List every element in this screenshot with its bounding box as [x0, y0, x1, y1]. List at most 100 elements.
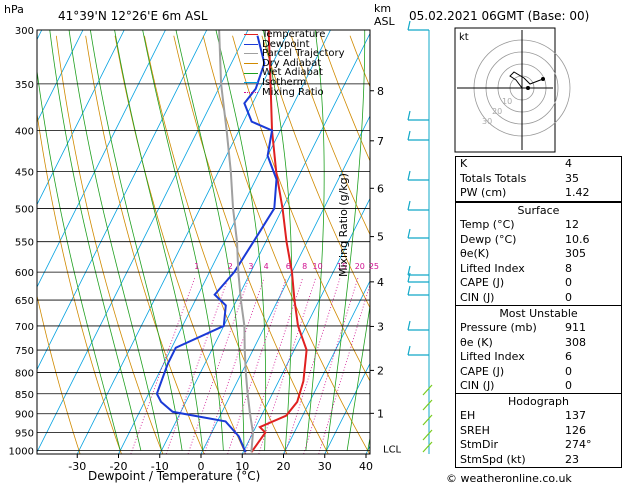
km-tick-label: 4	[377, 276, 384, 289]
mixing-ratio-label: 25	[369, 262, 379, 271]
wind-barb-flag	[407, 320, 411, 331]
legend-label: Isotherm	[262, 76, 307, 88]
hodo-sreh-row: SREH 126	[460, 423, 586, 437]
wind-barb-flag	[407, 345, 411, 356]
surface-panel: Surface Temp (°C) 12 Dewp (°C) 10.6 θe(K) 3…	[455, 202, 622, 307]
datetime-label: 05.02.2021 06GMT (Base: 00)	[409, 9, 590, 23]
wind-barb-flag	[407, 20, 411, 31]
dry-adiabat-line	[114, 35, 246, 454]
km-tick-label: 8	[377, 85, 384, 98]
mixing-ratio-line	[244, 277, 304, 454]
wind-barb-flag	[407, 265, 411, 276]
temperature-tick-label: 20	[277, 460, 291, 473]
wind-barb	[422, 384, 433, 396]
temperature-tick-label: -30	[68, 460, 86, 473]
mixing-ratio-line	[227, 277, 287, 454]
wind-barb-flag	[407, 200, 411, 211]
surface-li-row: Lifted Index 8	[460, 261, 572, 275]
index-row-pw: PW (cm) 1.42	[460, 186, 590, 200]
pressure-tick-label: 800	[15, 369, 34, 380]
hodograph-ring-label: 30	[482, 117, 492, 126]
mixing-ratio-label: 2	[228, 262, 233, 271]
index-row-totals: Totals Totals 35	[460, 171, 579, 185]
legend-label: Wet Adiabat	[262, 67, 323, 79]
legend-swatch	[244, 53, 258, 55]
mixing-ratio-label: 4	[264, 262, 269, 271]
pressure-tick-label: 450	[15, 168, 34, 179]
hodograph-unit-label: kt	[459, 32, 469, 43]
mixing-ratio-line	[203, 277, 265, 454]
legend-swatch	[244, 82, 258, 84]
surface-dewp-row: Dewp (°C) 10.6	[460, 232, 590, 246]
temperature-profile	[250, 30, 308, 453]
axes: 1 2 3 4 6 8 10 15 20 2530035040045050055060065070…	[9, 26, 402, 473]
wet-adiabat-line	[346, 303, 370, 451]
mu-cin-row: CIN (J) 0	[460, 379, 572, 393]
lcl-label: LCL	[383, 445, 402, 456]
surface-cin-row: CIN (J) 0	[460, 290, 572, 304]
mixing-ratio-label: 15	[337, 262, 347, 271]
wind-barb-flag	[407, 272, 411, 283]
wind-barb-flag	[407, 285, 411, 296]
legend-label: Mixing Ratio	[262, 86, 324, 98]
mixing-ratio-axis-label: Mixing Ratio (g/kg)	[337, 173, 350, 277]
pressure-tick-label: 550	[15, 238, 34, 249]
asl-unit-label: ASL	[374, 15, 395, 28]
dewpoint-profile	[155, 35, 278, 453]
mu-pressure-row: Pressure (mb) 911	[460, 321, 586, 334]
dry-adiabat-line	[37, 111, 122, 454]
temperature-tick-label: -10	[151, 460, 169, 473]
mixing-ratio-label: 20	[355, 262, 365, 271]
wind-barb	[422, 429, 433, 441]
temperature-tick-label: 40	[359, 460, 373, 473]
dry-adiabat-line	[85, 35, 205, 454]
wet-adiabat-line	[37, 68, 121, 451]
mixing-ratio-line	[318, 283, 370, 454]
mixing-ratio-line	[258, 277, 317, 454]
isotherm-line	[37, 30, 125, 206]
km-tick-label: 3	[377, 320, 384, 333]
pressure-tick-label: 500	[15, 204, 34, 215]
surface-thetae-row: θe(K) 305	[460, 247, 586, 261]
km-tick-label: 2	[377, 364, 384, 377]
wind-barbs	[407, 20, 433, 454]
hodograph-ring-label: 20	[492, 107, 502, 116]
surface-cape-row: CAPE (J) 0	[460, 276, 572, 290]
isotherm-line	[283, 280, 370, 454]
wet-adiabat-line	[68, 30, 162, 451]
hodograph-stats-panel: Hodograph EH 137 SREH 126 StmDir 274° StmSp…	[455, 393, 622, 469]
hodo-stmspd-row: StmSpd (kt) 23	[460, 452, 579, 466]
pressure-tick-label: 400	[15, 126, 34, 137]
temperature-tick-label: 30	[318, 460, 332, 473]
temperature-tick-label: 0	[198, 460, 205, 473]
legend-swatch	[244, 34, 258, 36]
pressure-tick-label: 950	[15, 429, 34, 440]
legend-entry: Mixing Ratio	[244, 86, 345, 98]
mixing-ratio-label: 3	[248, 262, 253, 271]
legend-label: Dry Adiabat	[262, 57, 322, 69]
wet-adiabat-line	[142, 30, 224, 451]
mixing-ratio-label: 10	[313, 262, 323, 271]
legend-entry: Isotherm	[244, 78, 345, 88]
wind-barb	[422, 399, 433, 411]
hodo-eh-row: EH 137	[460, 409, 586, 422]
hodograph-trace	[509, 71, 544, 89]
most-unstable-panel: Most Unstable Pressure (mb) 911 θe (K) 308…	[455, 305, 622, 395]
pressure-tick-label: 700	[15, 322, 34, 333]
wind-barb	[422, 414, 433, 426]
hpa-unit-label: hPa	[4, 3, 24, 16]
dry-adiabat-line	[37, 293, 81, 454]
km-tick-label: 7	[377, 135, 384, 148]
pressure-tick-label: 1000	[9, 447, 34, 458]
wind-barb-flag	[407, 170, 411, 181]
background-lines	[37, 30, 370, 454]
legend-entry: Parcel Trajectory	[244, 49, 345, 59]
pressure-tick-label: 850	[15, 390, 34, 401]
mu-cape-row: CAPE (J) 0	[460, 364, 572, 378]
dry-adiabat-line	[144, 35, 288, 454]
pressure-tick-label: 650	[15, 296, 34, 307]
legend-swatch	[244, 91, 258, 93]
pressure-tick-label: 600	[15, 268, 34, 279]
